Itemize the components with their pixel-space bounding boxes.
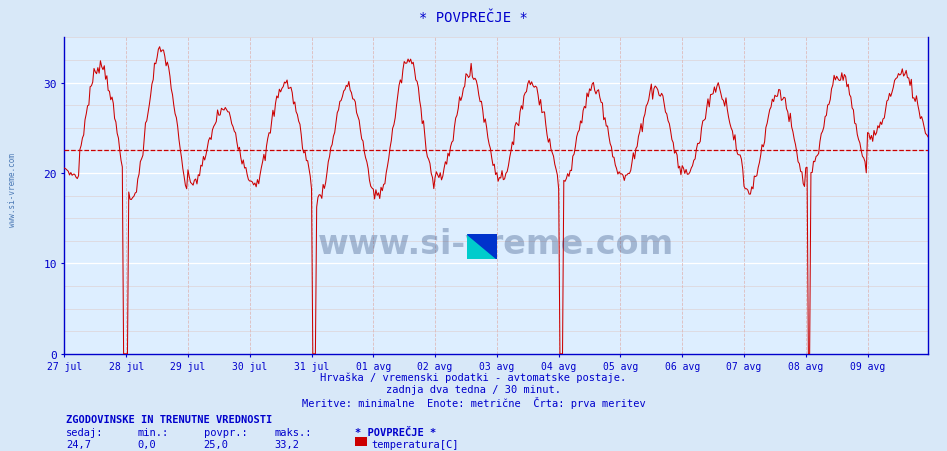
Text: 33,2: 33,2: [275, 439, 299, 449]
Text: Meritve: minimalne  Enote: metrične  Črta: prva meritev: Meritve: minimalne Enote: metrične Črta:…: [302, 396, 645, 409]
Text: sedaj:: sedaj:: [66, 427, 104, 437]
Text: maks.:: maks.:: [275, 427, 313, 437]
Text: * POVPREČJE *: * POVPREČJE *: [355, 427, 437, 437]
Text: * POVPREČJE *: * POVPREČJE *: [420, 11, 527, 25]
Text: 24,7: 24,7: [66, 439, 91, 449]
Polygon shape: [467, 235, 497, 259]
Text: 25,0: 25,0: [204, 439, 228, 449]
Text: povpr.:: povpr.:: [204, 427, 247, 437]
Polygon shape: [467, 235, 497, 259]
Text: www.si-vreme.com: www.si-vreme.com: [8, 152, 17, 226]
Text: zadnja dva tedna / 30 minut.: zadnja dva tedna / 30 minut.: [386, 384, 561, 394]
Text: ZGODOVINSKE IN TRENUTNE VREDNOSTI: ZGODOVINSKE IN TRENUTNE VREDNOSTI: [66, 414, 273, 424]
Text: www.si-vreme.com: www.si-vreme.com: [318, 227, 674, 260]
Polygon shape: [467, 235, 497, 259]
Text: 0,0: 0,0: [137, 439, 156, 449]
Text: Hrvaška / vremenski podatki - avtomatske postaje.: Hrvaška / vremenski podatki - avtomatske…: [320, 372, 627, 382]
Text: temperatura[C]: temperatura[C]: [371, 439, 458, 449]
Text: min.:: min.:: [137, 427, 169, 437]
